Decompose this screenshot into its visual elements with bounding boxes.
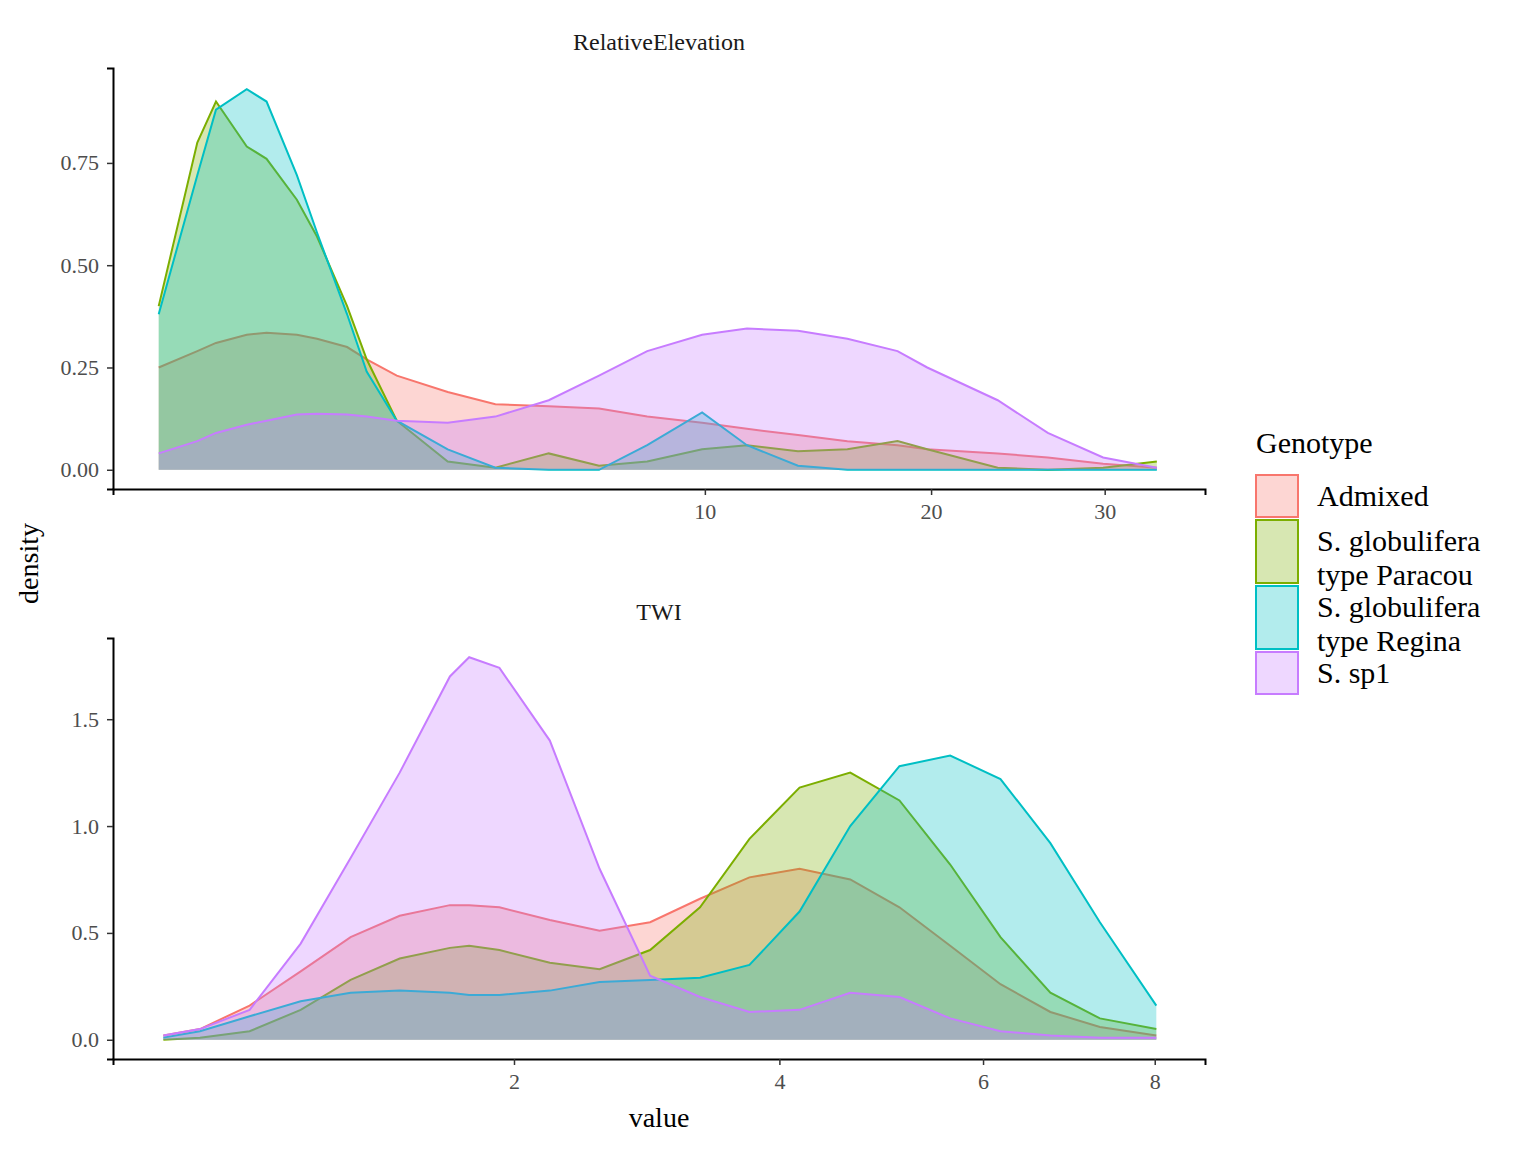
density-area [159,329,1157,470]
tick: 4 [774,1059,785,1094]
legend-entry: Admixed [1256,475,1429,517]
tick-label: 0.75 [61,150,100,175]
density-area [159,89,1157,469]
legend-key [1256,652,1298,694]
axis-line [114,490,1206,496]
legend-entry: S. sp1 [1256,652,1390,694]
y-axis: 0.0 0.5 1.0 1.5 [72,639,114,1060]
legend-label: Admixed [1317,479,1429,512]
legend-key [1256,586,1298,649]
legend-label: S. globuliferatype Paracou [1317,524,1480,591]
legend-entry: S. globuliferatype Paracou [1256,520,1480,591]
tick: 8 [1150,1059,1161,1094]
tick-label: 0.00 [61,457,100,482]
tick-label: 0.50 [61,253,100,278]
x-axis: 2 4 6 8 [114,1059,1206,1094]
tick-label: 0.0 [72,1027,100,1052]
series [159,329,1157,470]
tick-mark [107,470,113,472]
tick-label: 0.5 [72,920,100,945]
tick-mark [983,1059,985,1065]
axis-line [107,69,114,490]
tick: 0.25 [61,355,114,380]
tick-label: 6 [978,1069,989,1094]
panel: 10 20 30 0.00 0.25 0.50 0.75 RelativeElevation [61,29,1206,524]
axis-line [114,1060,1206,1066]
tick: 6 [978,1059,989,1094]
tick-label: 8 [1150,1069,1161,1094]
series [163,657,1156,1040]
legend-key [1256,475,1298,517]
density-area [163,657,1156,1040]
tick-mark [107,163,113,165]
tick-mark [931,489,933,495]
tick: 0.00 [61,457,114,482]
x-axis-title: value [629,1102,690,1133]
tick: 20 [921,489,943,524]
tick: 0.5 [72,920,114,945]
density-line [159,89,1157,469]
panel: 2 4 6 8 0.0 0.5 1.0 1.5 TWI [72,599,1206,1094]
tick-mark [107,265,113,267]
tick: 10 [694,489,716,524]
legend-entry: S. globuliferatype Regina [1256,586,1480,657]
tick-label: 1.5 [72,707,100,732]
y-axis-title: density [13,523,44,604]
axis-line [107,639,114,1060]
tick-mark [1154,1059,1156,1065]
tick-mark [107,367,113,369]
density-line [163,657,1156,1037]
plot-area [163,657,1156,1040]
tick-mark [705,489,707,495]
tick-label: 2 [509,1069,520,1094]
legend: Genotype Admixed S. globuliferatype Paraco… [1256,426,1480,694]
tick-mark [1104,489,1106,495]
tick: 30 [1094,489,1116,524]
series [159,89,1157,469]
legend-key [1256,520,1298,583]
tick-label: 20 [921,499,943,524]
legend-label: S. globuliferatype Regina [1317,590,1480,657]
tick-label: 30 [1094,499,1116,524]
tick-mark [107,1040,113,1042]
panel-title: RelativeElevation [573,29,745,55]
tick: 1.5 [72,707,114,732]
tick-mark [107,933,113,935]
plot-area [159,89,1157,469]
tick-mark [779,1059,781,1065]
legend-label: S. sp1 [1317,656,1390,689]
tick-mark [514,1059,516,1065]
tick: 0.0 [72,1027,114,1052]
chart: 10 20 30 0.00 0.25 0.50 0.75 RelativeElevation d… [0,0,1536,1152]
tick: 1.0 [72,814,114,839]
tick-mark [107,826,113,828]
density-line [159,329,1157,468]
x-axis: 10 20 30 [114,489,1206,524]
tick: 2 [509,1059,520,1094]
tick-label: 1.0 [72,814,100,839]
tick-label: 10 [694,499,716,524]
y-axis: 0.00 0.25 0.50 0.75 [61,69,114,490]
tick: 0.50 [61,253,114,278]
legend-title: Genotype [1256,426,1373,459]
tick: 0.75 [61,150,114,175]
tick-mark [107,719,113,721]
tick-label: 4 [774,1069,785,1094]
panel-title: TWI [636,599,681,625]
tick-label: 0.25 [61,355,100,380]
